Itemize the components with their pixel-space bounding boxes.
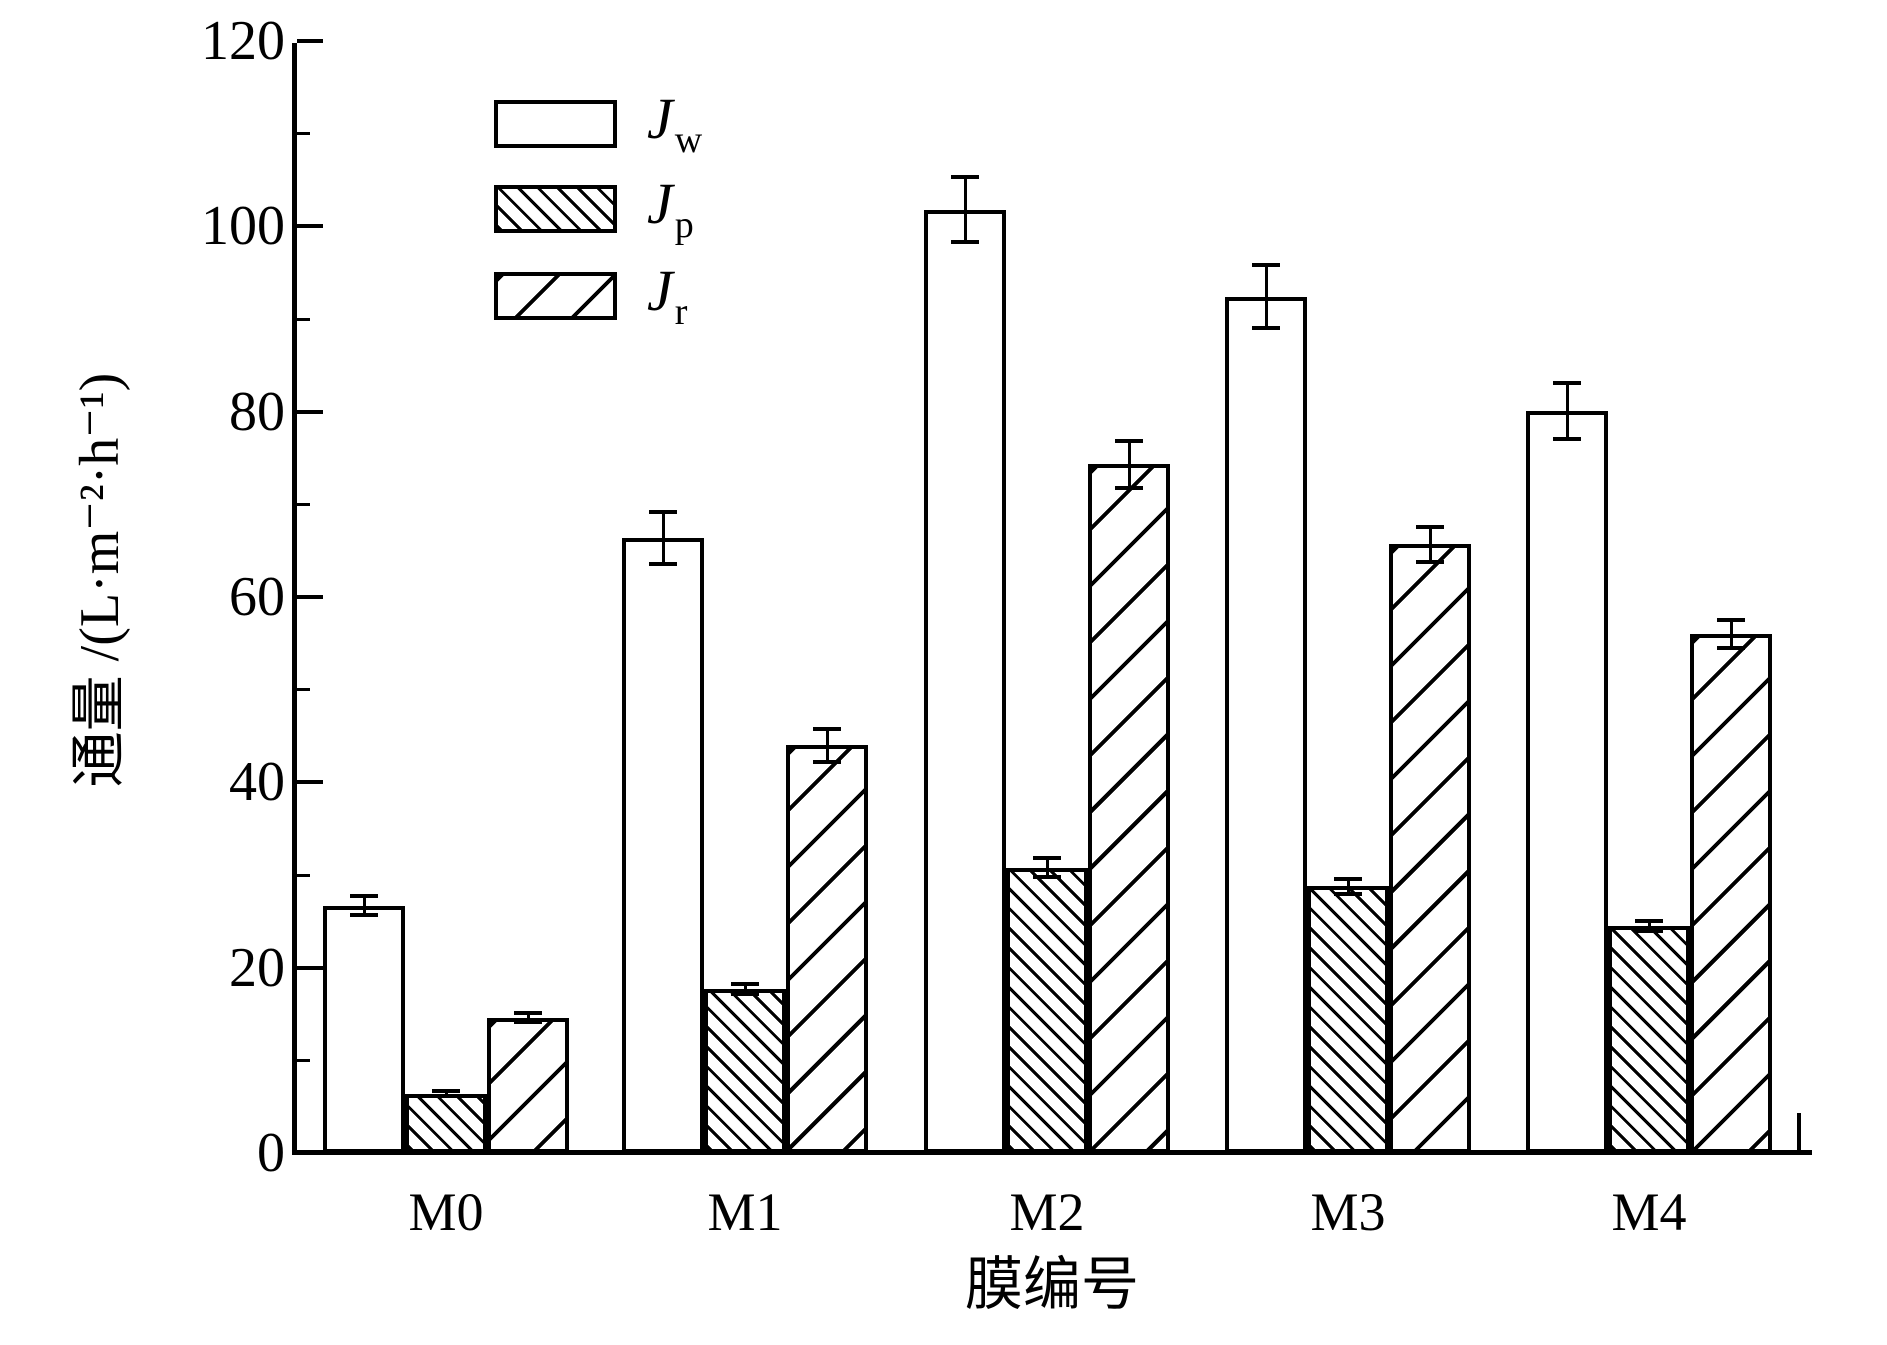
error-bar-cap-top-Jp-M4: [1635, 919, 1663, 924]
error-bar-cap-bottom-Jp-M2: [1033, 874, 1061, 879]
error-bar-cap-bottom-Jp-M4: [1635, 928, 1663, 933]
error-bar-cap-bottom-Jw-M0: [350, 912, 378, 917]
bar-Jr-M1: [786, 745, 868, 1153]
error-bar-stem-Jp-M3: [1346, 878, 1350, 894]
bar-Jw-M3: [1225, 297, 1307, 1153]
legend-swatch-jr-icon: [494, 272, 617, 320]
y-axis-line: [292, 43, 297, 1155]
y-tick-label: 40: [229, 751, 285, 814]
x-tick-label: M4: [1611, 1182, 1687, 1242]
legend-label-jp: Jp: [647, 170, 694, 246]
bar-Jw-M2: [924, 210, 1006, 1153]
error-bar-cap-top-Jp-M2: [1033, 856, 1061, 861]
y-major-tick: [297, 595, 323, 599]
error-bar-stem-Jp-M1: [743, 984, 747, 994]
error-bar-cap-top-Jr-M1: [813, 726, 841, 731]
legend-swatch-jp-icon: [494, 185, 617, 233]
bar-Jw-M1: [622, 538, 704, 1153]
error-bar-cap-bottom-Jp-M0: [432, 1094, 460, 1099]
y-major-tick: [297, 224, 323, 229]
error-bar-cap-bottom-Jr-M3: [1416, 559, 1444, 564]
error-bar-cap-top-Jw-M0: [350, 894, 378, 899]
error-bar-cap-top-Jr-M2: [1115, 439, 1143, 444]
error-bar-cap-top-Jr-M0: [514, 1011, 542, 1016]
error-bar-stem-Jw-M2: [963, 177, 967, 243]
x-tick-label: M2: [1009, 1182, 1085, 1242]
bar-Jp-M1: [704, 989, 786, 1153]
y-tick-label: 120: [201, 10, 285, 72]
error-bar-cap-bottom-Jr-M4: [1717, 645, 1745, 650]
error-bar-cap-top-Jw-M4: [1553, 380, 1581, 385]
y-tick-label: 100: [201, 195, 285, 258]
y-major-tick: [297, 409, 323, 414]
error-bar-stem-Jw-M3: [1264, 265, 1268, 329]
bar-Jr-M3: [1389, 544, 1471, 1153]
legend-label-jw: Jw: [647, 85, 703, 161]
error-bar-stem-Jr-M0: [526, 1013, 530, 1023]
error-bar-cap-top-Jw-M3: [1252, 263, 1280, 268]
error-bar-cap-bottom-Jp-M1: [731, 991, 759, 996]
error-bar-cap-top-Jw-M1: [649, 509, 677, 514]
error-bar-cap-bottom-Jr-M1: [813, 759, 841, 764]
y-major-tick: [297, 965, 323, 970]
error-bar-cap-top-Jp-M1: [731, 982, 759, 987]
legend-entry-jw: Jw: [494, 89, 702, 159]
error-bar-stem-Jr-M4: [1729, 620, 1733, 648]
y-tick-label: 60: [229, 566, 285, 628]
error-bar-cap-bottom-Jr-M0: [514, 1020, 542, 1025]
y-minor-tick: [297, 132, 310, 136]
x-tick-label: M3: [1310, 1182, 1386, 1242]
y-minor-tick: [297, 502, 310, 506]
error-bar-stem-Jr-M1: [825, 728, 829, 762]
error-bar-stem-Jp-M2: [1045, 858, 1049, 877]
bar-Jr-M0: [487, 1018, 569, 1153]
y-tick-label: 0: [257, 1122, 285, 1184]
bar-Jw-M4: [1526, 411, 1608, 1153]
y-tick-label: 80: [229, 380, 285, 443]
bar-Jp-M3: [1307, 886, 1389, 1153]
error-bar-stem-Jw-M1: [661, 511, 665, 564]
error-bar-stem-Jp-M4: [1647, 921, 1651, 931]
bar-Jp-M2: [1006, 868, 1088, 1153]
bar-Jw-M0: [323, 906, 405, 1153]
y-minor-tick: [297, 873, 310, 877]
error-bar-cap-bottom-Jw-M3: [1252, 326, 1280, 331]
x-tick-label: M0: [408, 1182, 484, 1242]
error-bar-stem-Jr-M2: [1127, 441, 1131, 488]
error-bar-stem-Jw-M0: [362, 896, 366, 915]
error-bar-stem-Jp-M0: [444, 1090, 448, 1097]
error-bar-cap-top-Jr-M4: [1717, 618, 1745, 623]
bar-Jr-M4: [1690, 634, 1772, 1153]
error-bar-stem-Jw-M4: [1565, 382, 1569, 439]
error-bar-cap-bottom-Jw-M1: [649, 561, 677, 566]
error-bar-cap-top-Jw-M2: [951, 175, 979, 180]
error-bar-cap-top-Jp-M3: [1334, 876, 1362, 881]
legend-swatch-jw-icon: [494, 100, 617, 148]
error-bar-cap-bottom-Jr-M2: [1115, 485, 1143, 490]
y-major-tick: [297, 39, 323, 43]
y-axis-title: 通量 /(L·m⁻²·h⁻¹): [69, 372, 131, 788]
error-bar-cap-bottom-Jw-M4: [1553, 436, 1581, 441]
bar-Jp-M4: [1608, 926, 1690, 1153]
y-minor-tick: [297, 317, 310, 321]
bar-Jp-M0: [405, 1094, 487, 1153]
y-minor-tick: [297, 688, 310, 692]
y-minor-tick: [297, 1058, 310, 1062]
legend-entry-jr: Jr: [494, 261, 687, 331]
y-major-tick: [297, 780, 323, 785]
error-bar-stem-Jr-M3: [1428, 526, 1432, 562]
x-axis-title: 膜编号: [964, 1252, 1139, 1317]
error-bar-cap-top-Jp-M0: [432, 1088, 460, 1093]
error-bar-cap-bottom-Jw-M2: [951, 240, 979, 245]
y-tick-label: 20: [229, 936, 285, 999]
error-bar-cap-top-Jr-M3: [1416, 524, 1444, 529]
error-bar-cap-bottom-Jp-M3: [1334, 891, 1362, 896]
bar-Jr-M2: [1088, 464, 1170, 1153]
legend-entry-jp: Jp: [494, 174, 694, 244]
x-tick-label: M1: [707, 1182, 783, 1242]
legend-label-jr: Jr: [647, 257, 688, 333]
axis-right-stub: [1797, 1113, 1801, 1153]
